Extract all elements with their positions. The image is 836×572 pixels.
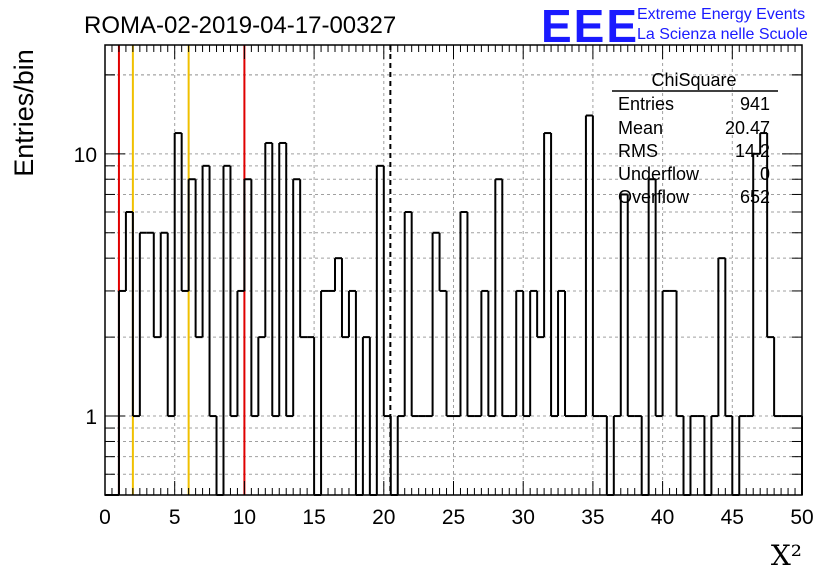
x-tick-labels: 0 5 10 15 20 25 30 35 40 45 50: [99, 506, 814, 529]
stats-title: ChiSquare: [651, 70, 736, 90]
x-tick-label: 50: [790, 506, 813, 529]
x-tick-label: 15: [302, 506, 325, 529]
x-tick-label: 35: [581, 506, 604, 529]
stats-label-overflow: Overflow: [618, 187, 690, 207]
x-tick-label: 30: [512, 506, 535, 529]
y-tick-label: 10: [74, 144, 97, 167]
x-tick-label: 5: [169, 506, 181, 529]
x-tick-label: 45: [721, 506, 744, 529]
stats-label-mean: Mean: [618, 118, 663, 138]
stats-label-rms: RMS: [618, 141, 658, 161]
eee-logo-line1: Extreme Energy Events: [637, 6, 805, 23]
stats-value-underflow: 0: [760, 164, 770, 184]
stats-label-entries: Entries: [618, 94, 674, 114]
x-axis-label: X²: [771, 539, 802, 572]
stats-value-overflow: 652: [740, 187, 770, 207]
stats-box: ChiSquare Entries 941 Mean 20.47 RMS 14.…: [612, 70, 778, 207]
x-tick-label: 10: [233, 506, 256, 529]
x-tick-label: 40: [651, 506, 674, 529]
chart-title: ROMA-02-2019-04-17-00327: [84, 12, 396, 39]
y-axis-label: Entries/bin: [9, 49, 39, 177]
x-tick-label: 0: [99, 506, 111, 529]
y-tick-label: 1: [85, 406, 97, 429]
reference-lines: [117, 45, 392, 495]
histogram: [105, 114, 803, 496]
eee-logo: EEE Extreme Energy Events La Scienza nel…: [541, 0, 808, 52]
x-tick-label: 20: [372, 506, 395, 529]
stats-value-rms: 14.2: [735, 141, 770, 161]
x-tick-label: 25: [442, 506, 465, 529]
stats-label-underflow: Underflow: [618, 164, 700, 184]
axes: [104, 44, 803, 496]
stats-value-entries: 941: [740, 94, 770, 114]
y-tick-labels: 1 10: [74, 144, 97, 429]
stats-value-mean: 20.47: [725, 118, 770, 138]
eee-logo-mark: EEE: [541, 0, 639, 52]
eee-logo-line2: La Scienza nelle Scuole: [637, 26, 808, 43]
